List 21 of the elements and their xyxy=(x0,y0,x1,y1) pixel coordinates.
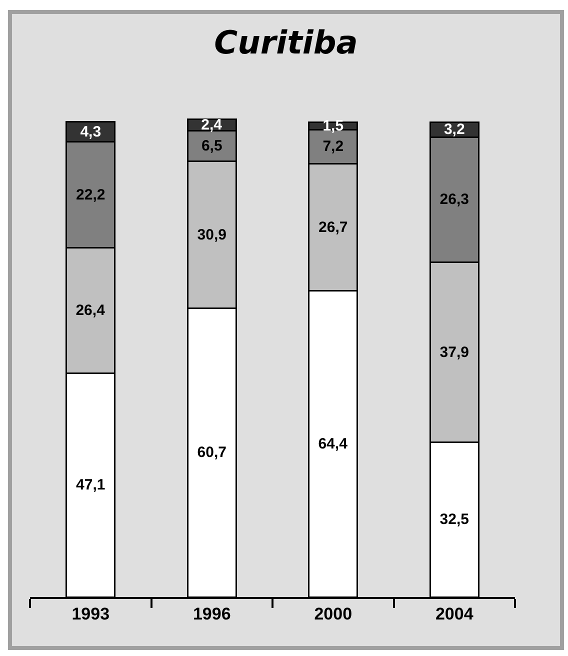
chart-title: Curitiba xyxy=(214,24,358,62)
x-tick-label: 1993 xyxy=(72,604,110,624)
data-label: 64,4 xyxy=(318,435,348,452)
data-label: 4,3 xyxy=(80,123,102,140)
data-label: 30,9 xyxy=(197,226,226,244)
data-label: 22,2 xyxy=(76,186,106,204)
data-label: 32,5 xyxy=(440,511,469,528)
data-label: 1,5 xyxy=(322,118,344,135)
x-tick-label: 2000 xyxy=(314,604,352,624)
data-label: 3,2 xyxy=(444,121,465,138)
data-label: 7,2 xyxy=(322,138,344,156)
data-label: 6,5 xyxy=(201,138,222,155)
data-label: 47,1 xyxy=(76,476,106,494)
data-label: 26,4 xyxy=(76,302,106,319)
data-label: 2,4 xyxy=(201,116,223,134)
x-tick-label: 1996 xyxy=(192,604,231,624)
data-label: 60,7 xyxy=(197,444,226,462)
x-tick-label: 2004 xyxy=(435,604,474,624)
data-label: 26,7 xyxy=(318,218,348,236)
data-label: 37,9 xyxy=(440,344,469,361)
data-label: 26,3 xyxy=(440,191,469,208)
